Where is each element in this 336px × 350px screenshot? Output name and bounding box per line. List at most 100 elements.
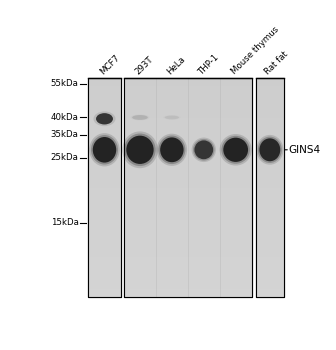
Bar — [256, 155, 284, 159]
Bar — [124, 166, 252, 169]
Bar — [124, 78, 252, 82]
Bar — [88, 191, 121, 195]
Bar — [88, 82, 121, 86]
Bar — [256, 162, 284, 166]
Bar — [256, 118, 284, 122]
Bar — [88, 213, 121, 217]
Bar — [124, 107, 252, 111]
Bar — [88, 136, 121, 140]
Bar — [256, 213, 284, 217]
Bar — [256, 250, 284, 253]
Bar — [256, 78, 284, 297]
Bar — [256, 235, 284, 238]
Bar — [124, 275, 252, 279]
Bar — [124, 224, 252, 228]
Bar — [88, 97, 121, 100]
Bar — [256, 198, 284, 202]
Bar — [256, 173, 284, 177]
Bar — [256, 93, 284, 97]
Bar — [124, 253, 252, 257]
Bar — [88, 86, 121, 89]
Ellipse shape — [195, 140, 213, 159]
Text: THP-1: THP-1 — [198, 52, 222, 76]
Bar — [124, 118, 252, 122]
Text: Rat fat: Rat fat — [263, 49, 290, 76]
Ellipse shape — [193, 139, 215, 161]
Ellipse shape — [126, 136, 154, 164]
Ellipse shape — [160, 138, 183, 162]
Bar — [124, 231, 252, 235]
Bar — [124, 122, 252, 126]
Bar — [256, 107, 284, 111]
Bar — [88, 217, 121, 220]
Bar — [88, 89, 121, 93]
Bar — [88, 286, 121, 289]
Bar — [256, 293, 284, 297]
Bar — [88, 224, 121, 228]
Text: 40kDa: 40kDa — [51, 113, 78, 122]
Bar — [256, 78, 284, 82]
Bar — [88, 133, 121, 136]
Bar — [88, 198, 121, 202]
Bar — [256, 220, 284, 224]
Bar — [256, 257, 284, 260]
Bar — [88, 264, 121, 267]
Ellipse shape — [223, 138, 248, 162]
Bar — [256, 188, 284, 191]
Bar — [88, 257, 121, 260]
Bar — [88, 188, 121, 191]
Text: 25kDa: 25kDa — [51, 153, 78, 162]
Bar — [256, 159, 284, 162]
Bar — [256, 224, 284, 228]
Bar — [88, 271, 121, 275]
Bar — [124, 271, 252, 275]
Bar — [124, 78, 252, 297]
Ellipse shape — [93, 111, 116, 126]
Bar — [88, 228, 121, 231]
Bar — [88, 246, 121, 250]
Bar — [256, 206, 284, 209]
Bar — [88, 177, 121, 180]
Bar — [124, 147, 252, 151]
Bar — [124, 140, 252, 144]
Bar — [256, 169, 284, 173]
Ellipse shape — [220, 134, 252, 166]
Bar — [88, 180, 121, 184]
Bar — [124, 191, 252, 195]
Bar — [124, 257, 252, 260]
Bar — [124, 129, 252, 133]
Bar — [256, 111, 284, 115]
Bar — [256, 177, 284, 180]
Text: GINS4: GINS4 — [288, 145, 320, 155]
Bar — [256, 260, 284, 264]
Bar — [256, 184, 284, 188]
Bar — [124, 151, 252, 155]
Bar — [88, 126, 121, 129]
Bar — [124, 220, 252, 224]
Bar — [88, 220, 121, 224]
Bar — [88, 111, 121, 115]
Bar — [256, 89, 284, 93]
Bar — [124, 238, 252, 242]
Bar — [88, 195, 121, 198]
Bar — [256, 246, 284, 250]
Bar — [88, 162, 121, 166]
Bar — [88, 140, 121, 144]
Bar — [124, 78, 252, 297]
Ellipse shape — [132, 115, 148, 120]
Bar — [124, 115, 252, 118]
Bar — [256, 122, 284, 126]
Bar — [88, 231, 121, 235]
Bar — [256, 267, 284, 271]
Bar — [88, 78, 121, 297]
Bar — [124, 136, 252, 140]
Bar — [256, 86, 284, 89]
Bar — [256, 136, 284, 140]
Bar — [256, 271, 284, 275]
Ellipse shape — [91, 135, 118, 164]
Bar — [88, 260, 121, 264]
Bar — [88, 147, 121, 151]
Bar — [88, 78, 121, 82]
Ellipse shape — [259, 138, 280, 161]
Ellipse shape — [96, 113, 113, 125]
